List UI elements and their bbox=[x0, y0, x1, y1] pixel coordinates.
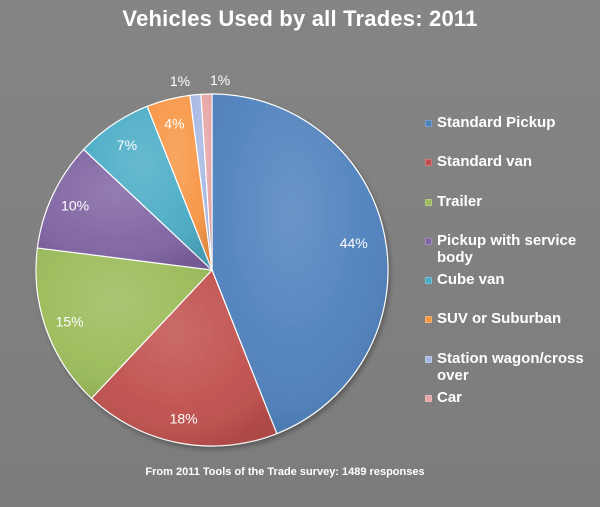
legend-swatch-trailer bbox=[425, 199, 432, 206]
data-label-station-wagon-cross-over: 1% bbox=[170, 73, 190, 89]
legend: Standard Pickup Standard van Trailer Pic… bbox=[424, 112, 600, 412]
legend-label-standard-van: Standard van bbox=[437, 153, 533, 170]
legend-label-cube-van: Cube van bbox=[437, 271, 505, 288]
legend-swatch-standard-pickup bbox=[425, 120, 432, 127]
chart-title: Vehicles Used by all Trades: 2011 bbox=[122, 6, 478, 31]
legend-swatch-cube-van bbox=[425, 277, 432, 284]
legend-label-trailer: Trailer bbox=[437, 193, 483, 210]
legend-label-standard-pickup: Standard Pickup bbox=[437, 114, 556, 131]
legend-swatch-pickup-with-service-body bbox=[425, 238, 432, 245]
data-label-pickup-with-service-body: 10% bbox=[61, 198, 89, 214]
legend-label-station-wagon-cross-over: Station wagon/cross over bbox=[437, 350, 584, 384]
data-label-cube-van: 7% bbox=[117, 137, 137, 153]
legend-swatch-standard-van bbox=[425, 159, 432, 166]
data-label-car: 1% bbox=[210, 72, 230, 88]
legend-label-suv-or-suburban: SUV or Suburban bbox=[437, 310, 562, 327]
legend-swatch-station-wagon-cross-over bbox=[425, 356, 432, 363]
legend-swatch-car bbox=[425, 395, 432, 402]
data-label-suv-or-suburban: 4% bbox=[164, 115, 184, 131]
data-label-standard-pickup: 44% bbox=[340, 235, 368, 251]
legend-swatch-suv-or-suburban bbox=[425, 316, 432, 323]
data-label-trailer: 15% bbox=[56, 313, 84, 329]
legend-label-pickup-with-service-body: Pickup with service body bbox=[437, 232, 577, 266]
legend-label-car: Car bbox=[437, 389, 463, 406]
source-note: From 2011 Tools of the Trade survey: 148… bbox=[145, 466, 425, 478]
data-label-standard-van: 18% bbox=[170, 411, 198, 427]
